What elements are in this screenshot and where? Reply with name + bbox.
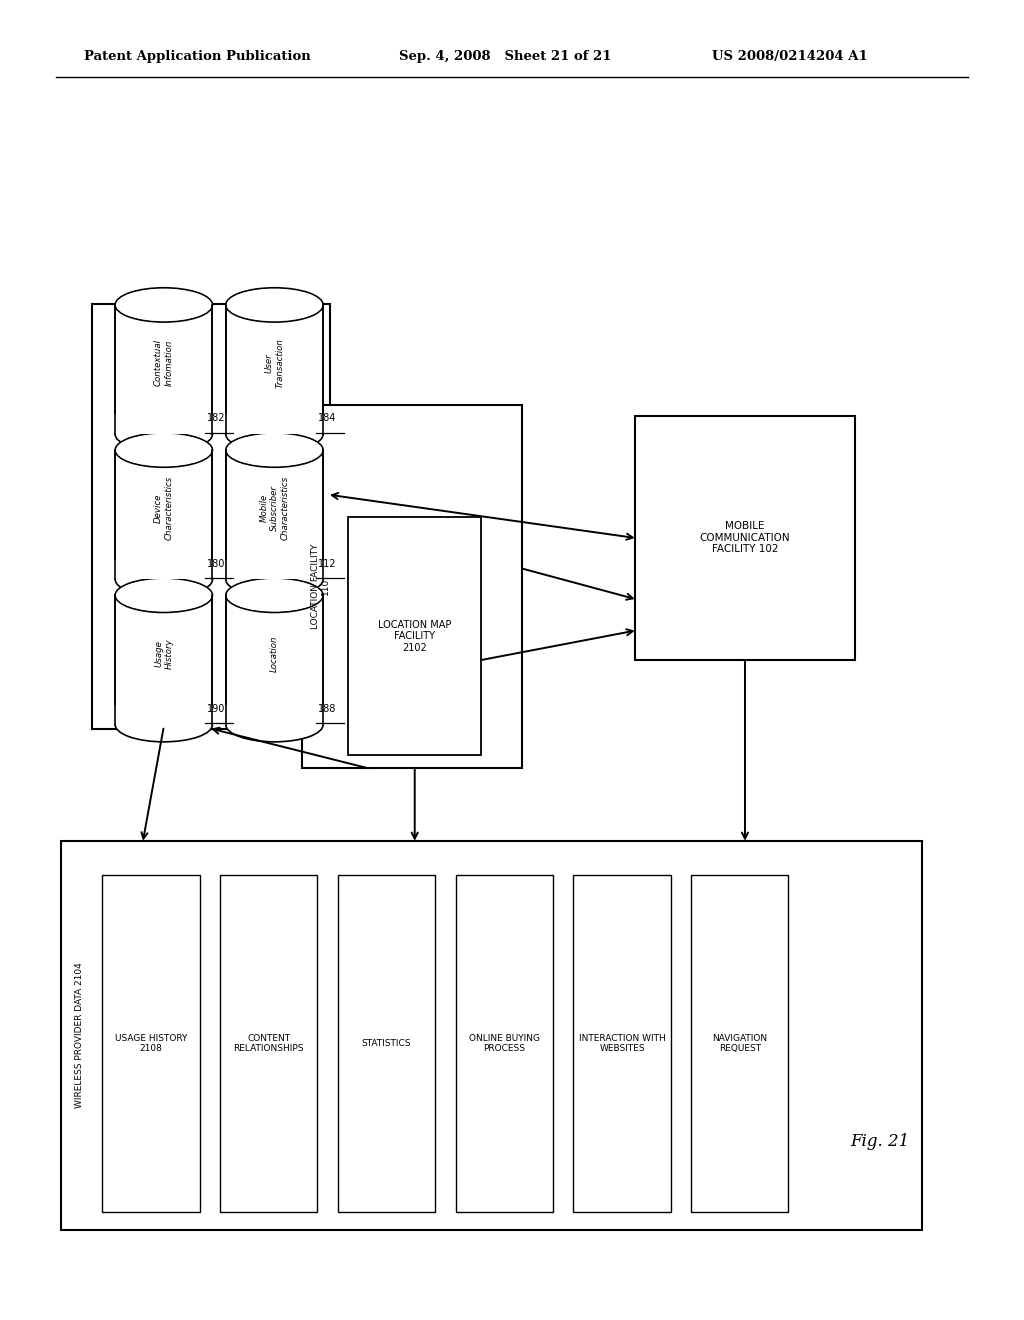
Bar xyxy=(92,304,330,729)
Ellipse shape xyxy=(115,417,213,451)
Text: WIRELESS PROVIDER DATA 2104: WIRELESS PROVIDER DATA 2104 xyxy=(76,962,84,1109)
Text: Device
Characteristics: Device Characteristics xyxy=(155,477,173,540)
Bar xyxy=(115,560,214,579)
Text: Mobile
Subscriber
Characteristics: Mobile Subscriber Characteristics xyxy=(259,477,290,540)
Text: Patent Application Publication: Patent Application Publication xyxy=(84,50,310,63)
Text: MOBILE
COMMUNICATION
FACILITY 102: MOBILE COMMUNICATION FACILITY 102 xyxy=(699,521,791,554)
Ellipse shape xyxy=(115,562,213,597)
Text: LOCATION FACILITY
110: LOCATION FACILITY 110 xyxy=(311,544,330,630)
Text: 180: 180 xyxy=(207,558,225,569)
Text: Usage
History: Usage History xyxy=(155,638,173,669)
Text: 188: 188 xyxy=(317,704,336,714)
Bar xyxy=(115,450,213,579)
Bar xyxy=(225,705,324,725)
Ellipse shape xyxy=(226,708,324,742)
Bar xyxy=(226,450,324,579)
Bar xyxy=(635,416,855,660)
Ellipse shape xyxy=(227,579,322,611)
Text: CONTENT
RELATIONSHIPS: CONTENT RELATIONSHIPS xyxy=(233,1034,304,1053)
Bar xyxy=(220,875,317,1212)
Ellipse shape xyxy=(226,562,324,597)
Bar xyxy=(691,875,788,1212)
Text: LOCATION MAP
FACILITY
2102: LOCATION MAP FACILITY 2102 xyxy=(378,619,452,653)
Ellipse shape xyxy=(115,578,213,612)
Text: NAVIGATION
REQUEST: NAVIGATION REQUEST xyxy=(713,1034,767,1053)
Bar xyxy=(226,305,324,434)
Ellipse shape xyxy=(226,433,324,467)
Bar xyxy=(115,595,213,725)
Text: Fig. 21: Fig. 21 xyxy=(850,1134,909,1150)
Ellipse shape xyxy=(226,417,324,451)
Ellipse shape xyxy=(117,579,212,611)
Bar xyxy=(61,841,922,1230)
Ellipse shape xyxy=(226,578,324,612)
Text: 182: 182 xyxy=(207,413,226,424)
Text: Contextual
Infomation: Contextual Infomation xyxy=(155,339,173,387)
Bar xyxy=(348,517,481,755)
Text: 190: 190 xyxy=(207,704,225,714)
Text: Sep. 4, 2008   Sheet 21 of 21: Sep. 4, 2008 Sheet 21 of 21 xyxy=(399,50,612,63)
Ellipse shape xyxy=(115,288,213,322)
Ellipse shape xyxy=(227,434,322,466)
Bar xyxy=(115,705,214,725)
Text: ONLINE BUYING
PROCESS: ONLINE BUYING PROCESS xyxy=(469,1034,540,1053)
Bar xyxy=(573,875,671,1212)
Bar xyxy=(226,595,324,725)
Text: STATISTICS: STATISTICS xyxy=(361,1039,412,1048)
Text: 112: 112 xyxy=(317,558,337,569)
Bar xyxy=(456,875,553,1212)
Ellipse shape xyxy=(226,288,324,322)
Ellipse shape xyxy=(227,289,322,321)
Text: US 2008/0214204 A1: US 2008/0214204 A1 xyxy=(712,50,867,63)
Bar xyxy=(338,875,435,1212)
Text: User
Transaction: User Transaction xyxy=(265,338,284,388)
Bar xyxy=(115,414,214,434)
Text: USAGE HISTORY
2108: USAGE HISTORY 2108 xyxy=(115,1034,187,1053)
Text: Location: Location xyxy=(270,635,279,672)
Text: INTERACTION WITH
WEBSITES: INTERACTION WITH WEBSITES xyxy=(579,1034,666,1053)
Bar xyxy=(225,414,324,434)
Bar xyxy=(302,405,522,768)
Text: 184: 184 xyxy=(317,413,336,424)
Bar xyxy=(102,875,200,1212)
Bar xyxy=(225,560,324,579)
Ellipse shape xyxy=(117,434,212,466)
Ellipse shape xyxy=(115,433,213,467)
Bar xyxy=(115,305,213,434)
Ellipse shape xyxy=(117,289,212,321)
Ellipse shape xyxy=(115,708,213,742)
